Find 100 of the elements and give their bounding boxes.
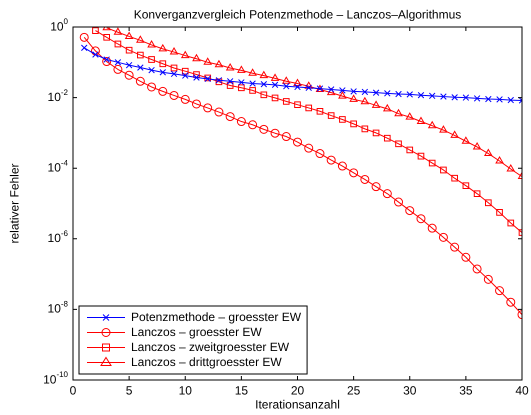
point	[103, 34, 110, 41]
point	[147, 82, 156, 92]
x-tick-label: 10	[178, 383, 192, 398]
point	[103, 56, 110, 63]
point	[248, 120, 258, 130]
point	[114, 40, 122, 48]
point	[137, 64, 144, 71]
point	[90, 46, 100, 56]
x-tick-label: 0	[70, 383, 77, 398]
point	[440, 166, 447, 174]
point	[248, 68, 257, 76]
point	[136, 36, 144, 43]
point	[158, 86, 168, 96]
point	[428, 121, 436, 128]
point	[102, 57, 112, 66]
x-tick-label: 30	[403, 383, 417, 398]
point	[236, 117, 246, 126]
point	[304, 82, 313, 89]
point	[80, 44, 88, 52]
point	[428, 160, 436, 166]
point	[282, 76, 290, 84]
point	[473, 142, 482, 150]
point	[384, 90, 391, 97]
point	[372, 130, 380, 136]
point	[506, 298, 516, 307]
point	[450, 130, 459, 138]
x-tick-label: 25	[346, 383, 361, 398]
point	[383, 104, 392, 112]
point	[180, 94, 190, 104]
point	[214, 60, 223, 68]
point	[249, 87, 256, 94]
legend-label: Lanczos – groesster EW	[131, 324, 262, 339]
point	[80, 32, 89, 42]
point	[305, 84, 312, 92]
point	[193, 74, 200, 81]
point	[372, 182, 381, 192]
point	[474, 190, 480, 197]
point	[495, 286, 504, 296]
point	[192, 54, 200, 62]
point	[326, 156, 336, 165]
point	[327, 88, 336, 96]
point	[271, 74, 280, 81]
point	[294, 101, 301, 108]
point	[362, 126, 368, 132]
point	[249, 80, 256, 87]
point	[439, 126, 448, 133]
point	[418, 152, 424, 160]
point	[315, 149, 324, 158]
point	[349, 168, 358, 178]
point	[203, 103, 212, 112]
point	[362, 88, 368, 96]
point	[461, 252, 470, 262]
point	[338, 162, 347, 171]
point	[339, 87, 346, 94]
point	[484, 274, 493, 284]
point	[384, 134, 391, 142]
point	[406, 112, 414, 120]
point	[126, 62, 132, 68]
point	[170, 64, 178, 72]
point	[350, 94, 358, 102]
point	[305, 104, 312, 112]
point	[372, 89, 380, 96]
point	[226, 63, 234, 70]
point	[484, 149, 492, 156]
point	[294, 79, 302, 86]
point	[282, 132, 291, 142]
point	[438, 232, 448, 242]
point	[462, 94, 470, 101]
point	[92, 51, 99, 58]
point	[316, 108, 324, 115]
x-tick-label: 20	[290, 383, 304, 398]
point	[170, 48, 178, 55]
point	[372, 100, 380, 108]
x-tick-label: 40	[515, 383, 529, 398]
point	[114, 58, 122, 66]
point	[136, 76, 145, 86]
point	[428, 92, 436, 100]
x-tick-label: 5	[126, 383, 133, 398]
point	[294, 84, 301, 90]
point	[237, 66, 246, 73]
point	[260, 91, 268, 98]
point	[507, 96, 514, 104]
point	[204, 58, 212, 65]
point	[360, 174, 370, 184]
point	[395, 140, 402, 148]
point	[193, 71, 200, 78]
point	[382, 189, 392, 198]
point	[159, 60, 166, 68]
legend-label: Lanczos – drittgroesster EW	[131, 354, 282, 369]
point	[462, 182, 470, 189]
point	[350, 120, 357, 128]
x-axis-title: Iterationsanzahl	[255, 397, 340, 412]
point	[406, 91, 414, 98]
point	[350, 88, 357, 95]
point	[260, 71, 268, 78]
point	[92, 27, 99, 34]
point	[148, 56, 155, 63]
y-axis-title: relativer Fehler	[7, 163, 22, 244]
point	[506, 164, 515, 172]
point	[126, 46, 132, 54]
